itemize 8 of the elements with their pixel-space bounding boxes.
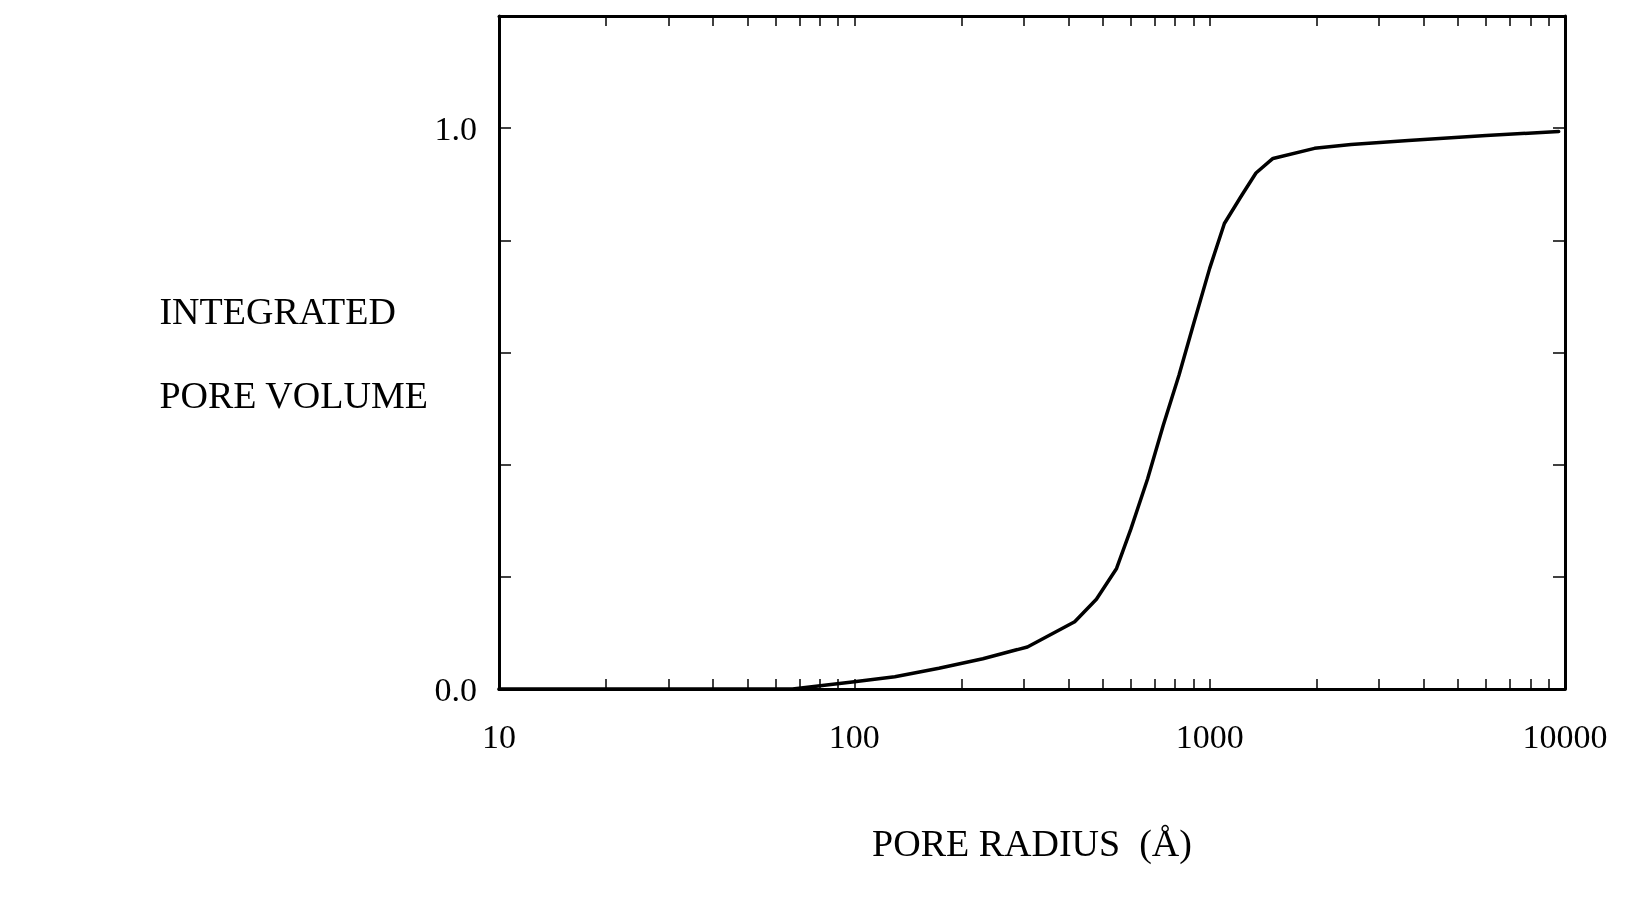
y-tick-label: 1.0 <box>434 109 477 147</box>
x-tick-label: 10 <box>482 717 516 755</box>
x-tick-label: 100 <box>828 717 880 755</box>
x-tick-label: 10000 <box>1522 717 1608 755</box>
x-axis-title: PORE RADIUS (Å) <box>872 822 1192 865</box>
y-tick-label: 0.0 <box>434 670 477 708</box>
y-axis-title: INTEGRATED PORE VOLUME <box>159 289 428 416</box>
x-tick-label: 1000 <box>1175 717 1244 755</box>
